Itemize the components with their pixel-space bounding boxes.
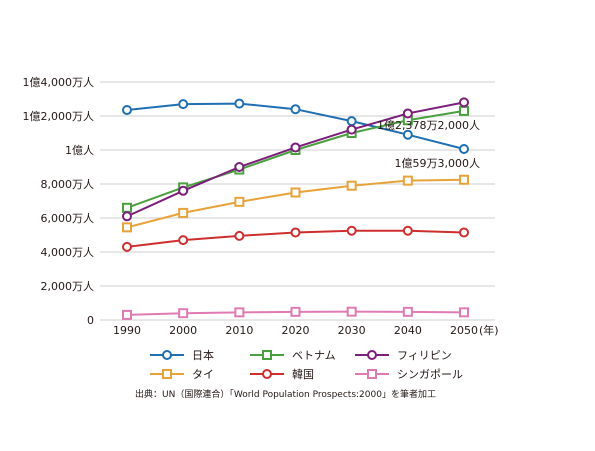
legend-item: タイ [150, 368, 214, 381]
data-point [178, 185, 189, 196]
data-point [459, 174, 469, 185]
legend-swatch-marker [162, 369, 172, 379]
value-annotation: 1億59万3,000人 [395, 157, 481, 170]
legend-label: 日本 [192, 348, 214, 362]
data-point [459, 97, 469, 108]
data-point [234, 196, 245, 207]
series-lines [122, 97, 469, 320]
y-tick-label: 4,000万人 [41, 246, 95, 259]
y-tick-label: 8,000万人 [41, 178, 95, 191]
y-tick-label: 1億2,000万人 [23, 110, 95, 123]
data-point [290, 306, 301, 317]
series-line [126, 178, 465, 229]
data-point [122, 222, 132, 233]
legend-label: タイ [192, 368, 214, 381]
legend-label: フィリピン [397, 349, 452, 362]
series-タイ [122, 174, 469, 233]
series-韓国 [122, 225, 469, 252]
x-tick-label: 2000 [169, 324, 197, 337]
x-axis-ticks: 1990 2000 2010 2020 2030 2040 2050 [113, 324, 478, 337]
x-tick-label: 1990 [113, 324, 141, 337]
y-tick-label: 2,000万人 [41, 280, 95, 293]
data-point [290, 227, 301, 238]
series-シンガポール [122, 306, 469, 320]
data-point [459, 105, 469, 116]
data-point [122, 211, 132, 222]
data-point [234, 98, 245, 109]
data-point [290, 187, 301, 198]
data-point [459, 143, 469, 154]
data-point [178, 235, 189, 246]
legend-item: ベトナム [250, 349, 336, 362]
source-note: 出典：UN（国際連合）「World Population Prospects:2… [135, 388, 436, 400]
data-point [234, 230, 245, 241]
y-axis-ticks: 0 2,000万人 4,000万人 6,000万人 8,000万人 1億人 1億2,000万… [23, 76, 95, 327]
data-point [459, 307, 469, 318]
legend-swatch-marker [367, 369, 377, 379]
data-point [346, 116, 357, 127]
data-point [402, 129, 413, 140]
x-tick-label: 2010 [225, 324, 253, 337]
legend-swatch-marker [367, 350, 377, 360]
x-tick-label: 2050 [450, 324, 478, 337]
data-point [290, 104, 301, 115]
y-tick-label: 1億4,000万人 [23, 76, 95, 89]
data-point [122, 309, 132, 320]
y-tick-label: 1億人 [65, 144, 94, 157]
legend-label: シンガポール [397, 368, 463, 381]
data-point [178, 308, 189, 319]
data-point [178, 99, 189, 110]
legend-item: 韓国 [250, 368, 314, 381]
data-point [234, 162, 245, 172]
data-point [346, 306, 357, 317]
y-tick-label: 0 [87, 314, 94, 327]
data-point [459, 227, 469, 238]
data-point [178, 207, 189, 218]
legend-swatch-marker [162, 350, 172, 360]
data-point [346, 124, 357, 135]
data-point [402, 175, 413, 186]
x-axis-unit: (年) [479, 323, 499, 337]
x-tick-label: 2020 [282, 324, 310, 337]
data-point [290, 142, 301, 153]
legend-item: フィリピン [355, 349, 452, 362]
data-point [122, 105, 132, 116]
data-point [346, 180, 357, 191]
legend-item: 日本 [150, 348, 214, 362]
value-annotation: 1億2,378万2,000人 [377, 119, 480, 132]
data-point [122, 202, 132, 213]
legend-label: 韓国 [292, 368, 314, 381]
data-point [122, 241, 132, 252]
series-日本 [122, 98, 469, 154]
x-tick-label: 2030 [338, 324, 366, 337]
data-point [402, 108, 413, 119]
data-point [234, 307, 245, 318]
data-point [402, 225, 413, 236]
x-tick-label: 2040 [394, 324, 422, 337]
data-point [402, 306, 413, 317]
legend-swatch-marker [262, 369, 272, 379]
y-tick-label: 6,000万人 [41, 212, 95, 225]
data-point [346, 225, 357, 236]
legend-label: ベトナム [292, 349, 336, 362]
annotations: 1億2,378万2,000人 1億59万3,000人 [377, 119, 480, 170]
legend-swatch-marker [262, 350, 272, 360]
series-フィリピン [122, 97, 469, 222]
legend-item: シンガポール [355, 368, 463, 381]
